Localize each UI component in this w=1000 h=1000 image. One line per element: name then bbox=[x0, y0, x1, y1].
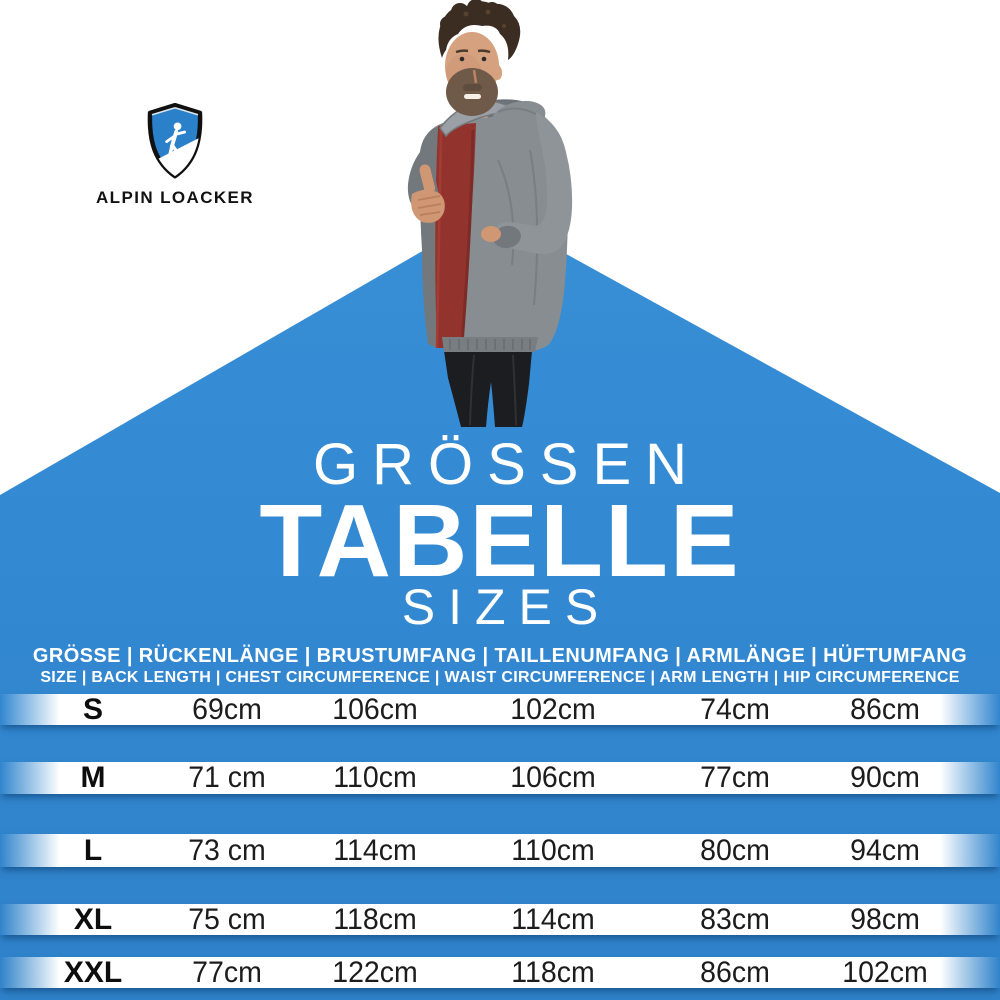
value-cell: 110cm bbox=[511, 833, 595, 867]
climber-icon bbox=[165, 122, 187, 163]
table-row: XL 75 cm 118cm 114cm 83cm 98cm bbox=[0, 902, 1000, 936]
table-header-en: SIZE | BACK LENGTH | CHEST CIRCUMFERENCE… bbox=[40, 669, 960, 686]
table-header-de: GRÖSSE | RÜCKENLÄNGE | BRUSTUMFANG | TAI… bbox=[32, 645, 968, 667]
value-cell: 90cm bbox=[850, 761, 920, 794]
value-cell: 118cm bbox=[333, 902, 417, 936]
size-cell: XXL bbox=[63, 955, 123, 989]
value-cell: 86cm bbox=[850, 692, 920, 726]
value-cell: 77cm bbox=[700, 761, 770, 794]
value-cell: 86cm bbox=[700, 955, 770, 989]
size-cell: S bbox=[82, 692, 104, 726]
value-cell: 74cm bbox=[700, 692, 770, 726]
value-cell: 80cm bbox=[700, 833, 770, 867]
table-row: L 73 cm 114cm 110cm 80cm 94cm bbox=[0, 834, 1000, 867]
title-sizes: SIZES bbox=[401, 579, 612, 635]
value-cell: 106cm bbox=[332, 692, 418, 726]
man-photo bbox=[378, 0, 603, 428]
value-cell: 102cm bbox=[510, 692, 596, 726]
value-cell: 83cm bbox=[700, 902, 770, 936]
value-cell: 71 cm bbox=[188, 761, 266, 794]
value-cell: 77cm bbox=[192, 955, 262, 989]
value-cell: 118cm bbox=[511, 955, 595, 989]
value-cell: 114cm bbox=[511, 902, 595, 936]
table-row: XXL 77cm 122cm 118cm 86cm 102cm bbox=[0, 955, 1000, 989]
title-tabelle: TABELLE bbox=[259, 483, 741, 598]
value-cell: 69cm bbox=[192, 692, 262, 726]
title-groessen: GRÖSSEN bbox=[312, 432, 702, 497]
brand-name: ALPIN LOACKER bbox=[96, 188, 254, 207]
brand-shield-icon bbox=[147, 102, 203, 179]
size-cell: M bbox=[80, 761, 106, 794]
value-cell: 98cm bbox=[850, 902, 920, 936]
size-cell: L bbox=[83, 833, 103, 867]
value-cell: 73 cm bbox=[188, 833, 266, 867]
size-cell: XL bbox=[73, 902, 113, 936]
value-cell: 102cm bbox=[842, 955, 928, 989]
value-cell: 114cm bbox=[333, 833, 417, 867]
table-row: M 71 cm 110cm 106cm 77cm 90cm bbox=[0, 761, 1000, 794]
value-cell: 94cm bbox=[850, 833, 920, 867]
value-cell: 75 cm bbox=[188, 902, 266, 936]
value-cell: 122cm bbox=[332, 955, 418, 989]
table-row: S 69cm 106cm 102cm 74cm 86cm bbox=[0, 692, 1000, 726]
value-cell: 110cm bbox=[333, 761, 417, 794]
value-cell: 106cm bbox=[510, 761, 596, 794]
brand-logo: ALPIN LOACKER bbox=[96, 102, 254, 208]
